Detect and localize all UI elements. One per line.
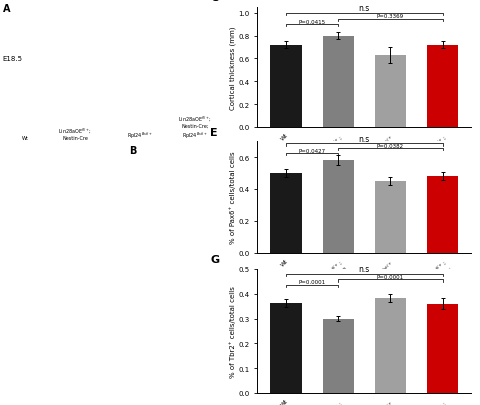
Text: n.s: n.s <box>358 134 369 143</box>
Text: Lin28aOE$^{fl/+}$;
Nestin-Cre: Lin28aOE$^{fl/+}$; Nestin-Cre <box>58 126 92 141</box>
Bar <box>374 181 405 253</box>
Bar <box>322 161 353 253</box>
Text: C: C <box>210 0 218 3</box>
Y-axis label: % of Pax6⁺ cells/total cells: % of Pax6⁺ cells/total cells <box>229 151 236 244</box>
Text: G: G <box>210 254 219 264</box>
Bar <box>322 319 353 393</box>
Text: E: E <box>210 127 217 137</box>
Bar <box>322 36 353 128</box>
Text: F: F <box>2 273 9 283</box>
Text: E18.5: E18.5 <box>2 286 23 292</box>
Text: n.s: n.s <box>358 4 369 13</box>
Text: n.s: n.s <box>358 264 369 273</box>
Text: P=0.3369: P=0.3369 <box>376 14 403 19</box>
Text: E18.5: E18.5 <box>2 157 23 163</box>
Text: D: D <box>2 145 11 156</box>
Bar <box>374 56 405 128</box>
Bar <box>270 174 301 253</box>
Text: Wt: Wt <box>22 136 28 141</box>
Bar <box>270 46 301 128</box>
Text: Lin28aOE$^{fl/+}$;
Nestin-Cre;
Rpl24$^{Bst/+}$: Lin28aOE$^{fl/+}$; Nestin-Cre; Rpl24$^{B… <box>178 114 212 141</box>
Bar <box>270 303 301 393</box>
Text: B: B <box>129 145 136 156</box>
Text: P=0.0415: P=0.0415 <box>298 19 325 25</box>
Text: A: A <box>2 4 10 14</box>
Text: Tbr2: Tbr2 <box>2 334 19 340</box>
Text: Rpl24$^{Bst/+}$: Rpl24$^{Bst/+}$ <box>127 130 153 141</box>
Text: P=0.0001: P=0.0001 <box>298 280 325 285</box>
Y-axis label: % of Tbr2⁺ cells/total cells: % of Tbr2⁺ cells/total cells <box>229 285 236 377</box>
Bar <box>426 304 457 393</box>
Text: E18.5: E18.5 <box>2 56 23 62</box>
Bar <box>426 177 457 253</box>
Text: P=0.0001: P=0.0001 <box>376 274 403 279</box>
Text: Pax6: Pax6 <box>2 202 20 207</box>
Bar <box>374 298 405 393</box>
Bar <box>426 46 457 128</box>
Y-axis label: Cortical thickness (mm): Cortical thickness (mm) <box>229 26 236 109</box>
Text: P=0.0427: P=0.0427 <box>298 148 325 153</box>
Text: P=0.0382: P=0.0382 <box>376 143 403 148</box>
